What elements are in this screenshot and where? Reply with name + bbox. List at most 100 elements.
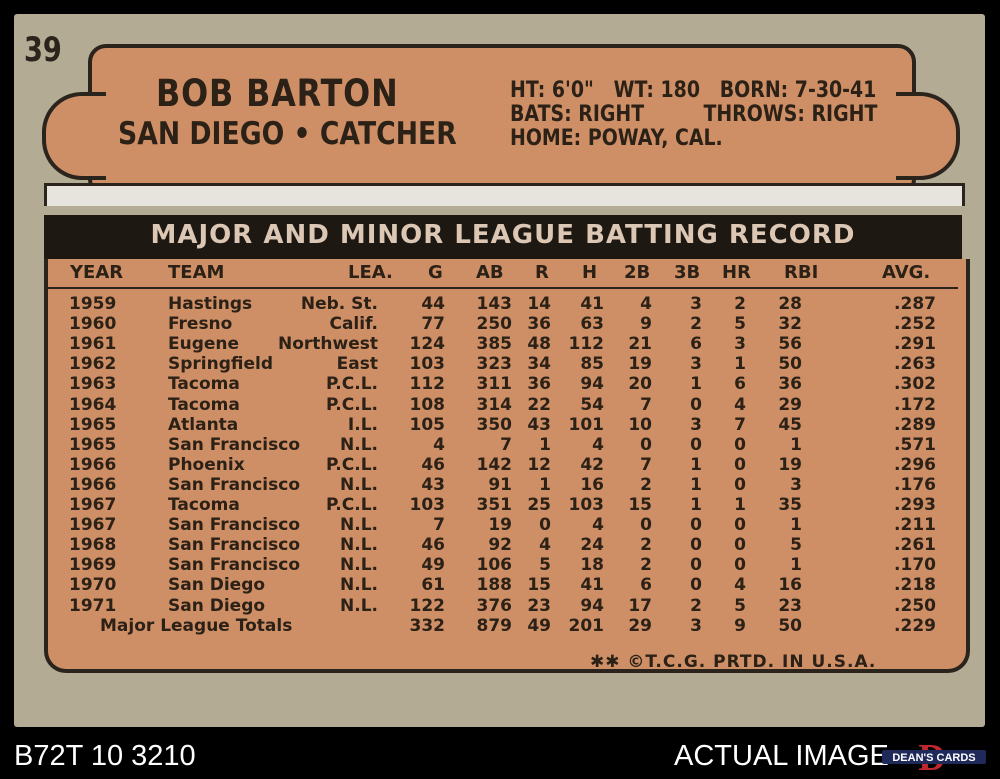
stat-cell: 1964 (69, 394, 117, 415)
stat-cell: 1966 (69, 474, 117, 495)
stat-cell: 106 (476, 555, 513, 576)
stat-cell: 23 (527, 595, 551, 616)
stat-cell: 46 (421, 454, 445, 475)
stat-cell: 1 (539, 434, 551, 455)
stat-cell: Phoenix (168, 454, 245, 475)
column-header-2: LEA. (348, 262, 393, 283)
stat-cell: 4 (592, 515, 604, 536)
stat-cell: 7 (433, 515, 445, 536)
stat-cell: 45 (778, 414, 802, 435)
stat-cell: 35 (778, 495, 802, 515)
stat-cell: 351 (476, 495, 513, 515)
stat-cell: .218 (894, 575, 936, 596)
stat-cell: 0 (690, 555, 702, 576)
divider-strip (44, 183, 965, 206)
stat-cell: 41 (580, 294, 604, 314)
stat-cell: 314 (476, 394, 513, 415)
stat-cell: 17 (628, 595, 652, 616)
stat-cell: Atlanta (168, 414, 239, 435)
stat-cell: P.C.L. (325, 374, 378, 395)
deans-cards-logo: D DEAN'S CARDS (880, 737, 990, 779)
stat-cell: 1 (790, 515, 802, 536)
stat-cell: 44 (421, 294, 445, 314)
bio-line-3: HOME: POWAY, CAL. (510, 126, 723, 151)
stat-cell: 48 (527, 334, 551, 355)
stat-cell: 1 (734, 495, 746, 515)
stat-cell: N.L. (340, 474, 378, 495)
stat-cell: San Francisco (168, 555, 300, 576)
column-header-4: AB (476, 262, 504, 283)
stat-cell: 1968 (69, 535, 117, 556)
stat-cell: 1967 (69, 515, 117, 536)
stat-cell: .289 (894, 414, 936, 435)
stat-cell: San Francisco (168, 535, 300, 556)
stat-cell: 16 (778, 575, 802, 596)
stat-cell: 54 (580, 394, 604, 415)
stat-cell: .571 (894, 434, 936, 455)
stat-cell: 94 (580, 374, 604, 395)
stat-cell: 1 (539, 474, 551, 495)
stat-cell: 0 (690, 394, 702, 415)
stat-cell: 7 (500, 434, 512, 455)
stat-cell: .211 (894, 515, 936, 536)
stat-cell: 1965 (69, 434, 117, 455)
stat-cell: 0 (734, 474, 746, 495)
stat-cell: N.L. (340, 595, 378, 616)
stat-cell: 46 (421, 535, 445, 556)
stat-cell: 43 (527, 414, 551, 435)
stat-cell: 7 (640, 454, 652, 475)
record-title-bar: MAJOR AND MINOR LEAGUE BATTING RECORD (44, 215, 962, 259)
stat-cell: 2 (690, 314, 702, 335)
stat-cell: 2 (640, 474, 652, 495)
stat-cell: 1 (690, 495, 702, 515)
stat-cell: 21 (628, 334, 652, 355)
stat-cell: San Francisco (168, 515, 300, 536)
stat-cell: 5 (539, 555, 551, 576)
stat-cell: 0 (734, 535, 746, 556)
copyright-footer: ✱✱ ©T.C.G. PRTD. IN U.S.A. (590, 652, 877, 672)
stat-cell: 94 (580, 595, 604, 616)
stat-cell: 77 (421, 314, 445, 335)
stat-cell: 1966 (69, 454, 117, 475)
column-header-11: AVG. (882, 262, 931, 283)
stat-cell: 122 (409, 595, 446, 616)
stat-cell: 0 (734, 515, 746, 536)
stat-cell: 50 (778, 615, 802, 636)
stat-cell: East (336, 354, 378, 375)
stat-cell: 0 (734, 434, 746, 455)
stat-cell: 5 (790, 535, 802, 556)
column-header-0: YEAR (70, 262, 124, 283)
stat-cell: 91 (488, 474, 512, 495)
stat-cell: 6 (640, 575, 652, 596)
stat-cell: 0 (640, 434, 652, 455)
stat-cell: .302 (894, 374, 936, 395)
stat-cell: 32 (778, 314, 802, 335)
stat-cell: Neb. St. (300, 294, 378, 314)
stat-cell: 376 (476, 595, 513, 616)
stat-cell: 2 (640, 555, 652, 576)
stat-cell: .176 (894, 474, 936, 495)
stat-cell: 56 (778, 334, 802, 355)
stat-cell: .287 (894, 294, 936, 314)
stat-cell: 1 (734, 354, 746, 375)
column-header-6: H (582, 262, 598, 283)
stat-cell: .261 (894, 535, 936, 556)
stat-cell: 143 (476, 294, 513, 314)
stat-cell: .170 (894, 555, 936, 576)
stat-cell: 28 (778, 294, 802, 314)
stat-cell: .229 (894, 615, 936, 636)
stat-cell: 101 (568, 414, 605, 435)
column-header-3: G (428, 262, 443, 283)
stat-cell: N.L. (340, 555, 378, 576)
stat-cell: Springfield (168, 354, 274, 375)
stat-cell: 3 (690, 414, 702, 435)
stat-cell: 23 (778, 595, 802, 616)
stat-cell: 19 (778, 454, 802, 475)
stat-cell: 34 (527, 354, 551, 375)
stat-cell: 0 (690, 434, 702, 455)
stat-cell: 4 (592, 434, 604, 455)
stat-cell: 0 (690, 575, 702, 596)
stat-cell: 142 (476, 454, 513, 475)
stat-cell: 2 (734, 294, 746, 314)
actual-image-caption: ACTUAL IMAGE (674, 740, 889, 772)
